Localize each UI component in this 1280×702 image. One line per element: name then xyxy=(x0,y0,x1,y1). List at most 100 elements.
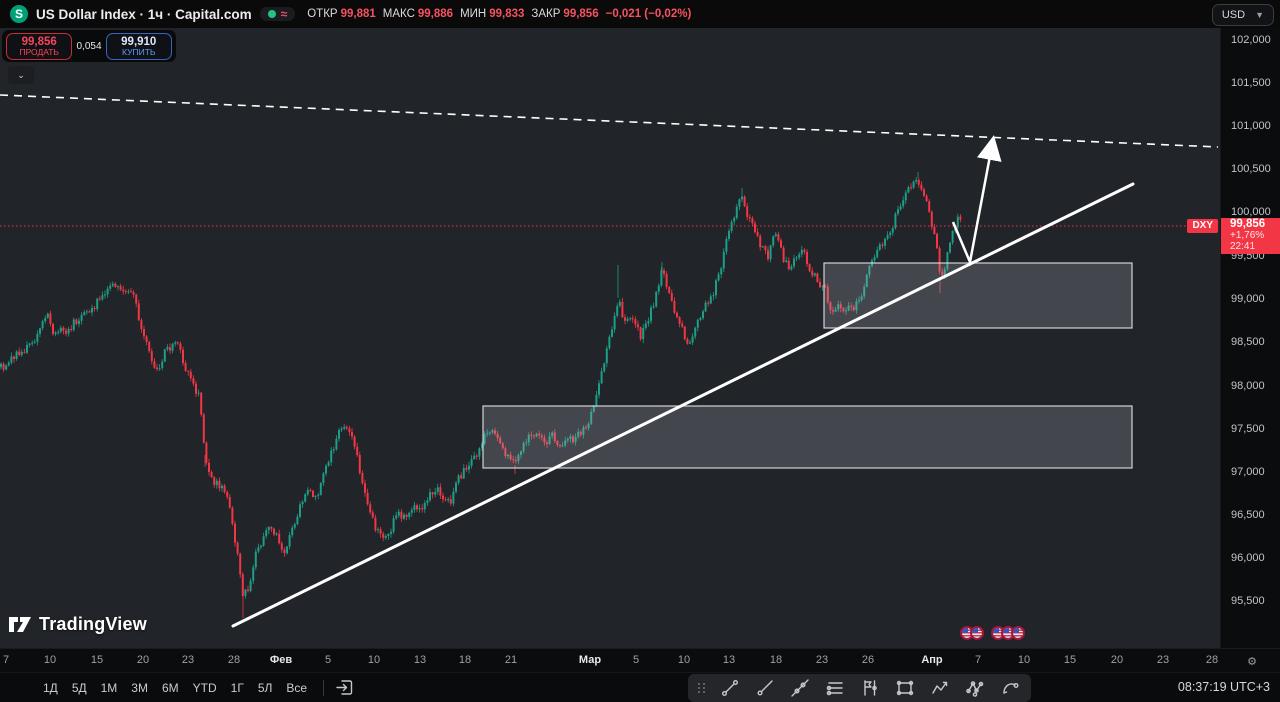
economic-event-flags[interactable] xyxy=(960,626,1025,640)
range-button-все[interactable]: Все xyxy=(286,680,308,695)
sell-button[interactable]: 99,856 ПРОДАТЬ xyxy=(6,32,73,60)
range-button-1г[interactable]: 1Г xyxy=(230,680,244,695)
sell-price: 99,856 xyxy=(21,35,57,48)
time-tick-label: 5 xyxy=(324,654,332,666)
range-buttons: 1Д 5Д 1М 3М 6М YTD 1Г 5Л Все xyxy=(36,674,314,702)
symbol-title[interactable]: US Dollar Index · 1ч · Capital.com xyxy=(36,6,252,22)
go-to-date-icon xyxy=(335,680,352,695)
open-label: ОТКР xyxy=(307,8,338,20)
chart-pane[interactable]: 99,856 ПРОДАТЬ 0,054 99,910 КУПИТЬ ⌄ Tra… xyxy=(0,28,1220,648)
horizontal-line-icon xyxy=(826,682,843,696)
zigzag-tool-button[interactable] xyxy=(929,677,951,699)
buy-label: КУПИТЬ xyxy=(122,46,156,57)
market-open-dot-icon xyxy=(267,10,276,18)
time-tick-label: 10 xyxy=(43,654,57,666)
symbol-logo[interactable]: S xyxy=(10,5,28,23)
brush-tool-button[interactable] xyxy=(999,677,1021,699)
time-tick-label: 10 xyxy=(367,654,381,666)
price-tick-label: 96,500 xyxy=(1231,509,1265,521)
flag-vertical-line-tool-button[interactable] xyxy=(859,677,881,699)
zigzag-icon xyxy=(932,681,948,694)
range-button-ytd[interactable]: YTD xyxy=(192,680,217,695)
symbol-header: S US Dollar Index · 1ч · Capital.com ≈ О… xyxy=(0,0,1280,28)
price-tick-label: 99,000 xyxy=(1231,293,1265,305)
price-tick-label: 102,000 xyxy=(1231,34,1271,46)
close-label: ЗАКР xyxy=(531,8,561,20)
extended-line-icon xyxy=(791,679,809,697)
low-label: МИН xyxy=(460,8,487,20)
time-tick-label: 7 xyxy=(974,654,982,666)
trade-panel-collapse-button[interactable]: ⌄ xyxy=(8,66,34,84)
trend-line-tool-button[interactable] xyxy=(719,677,741,699)
trend-line-icon xyxy=(722,680,738,696)
symbol-price-badge: DXY xyxy=(1187,219,1218,233)
time-tick-label: 20 xyxy=(1110,654,1124,666)
bottom-toolbar: 1Д 5Д 1М 3М 6М YTD 1Г 5Л Все xyxy=(0,672,1280,702)
us-flag-event-icon[interactable] xyxy=(1011,626,1025,640)
xabcd-pattern-icon xyxy=(966,681,984,697)
buy-price: 99,910 xyxy=(121,35,157,48)
market-status-pill[interactable]: ≈ xyxy=(259,7,296,21)
go-to-date-button[interactable] xyxy=(333,677,355,699)
tradingview-logo-icon xyxy=(9,617,31,632)
price-tick-label: 101,000 xyxy=(1231,120,1271,132)
time-tick-label: Апр xyxy=(921,654,943,666)
time-tick-label: 5 xyxy=(632,654,640,666)
price-tick-label: 97,000 xyxy=(1231,466,1265,478)
price-tick-label: 100,000 xyxy=(1231,206,1271,218)
brush-icon xyxy=(1003,682,1019,694)
horizontal-line-tool-button[interactable] xyxy=(824,677,846,699)
range-button-5д[interactable]: 5Д xyxy=(71,680,87,695)
drag-handle[interactable] xyxy=(698,683,706,693)
us-flag-event-icon[interactable] xyxy=(970,626,984,640)
time-tick-label: 15 xyxy=(90,654,104,666)
price-tick-label: 98,000 xyxy=(1231,380,1265,392)
time-tick-label: 28 xyxy=(1205,654,1219,666)
time-tick-label: 26 xyxy=(861,654,875,666)
tradingview-watermark[interactable]: TradingView xyxy=(8,613,147,636)
price-tick-label: 98,500 xyxy=(1231,336,1265,348)
trade-panel: 99,856 ПРОДАТЬ 0,054 99,910 КУПИТЬ xyxy=(2,30,176,62)
price-tick-label: 96,000 xyxy=(1231,552,1265,564)
time-tick-label: 13 xyxy=(722,654,736,666)
chevron-down-icon: ⌄ xyxy=(17,69,25,80)
time-axis[interactable]: ⚙ 7 10 15 20 23 28 Фев 5 10 13 18 21 Мар 5 10 13 18 23 26 А… xyxy=(0,648,1280,672)
ray-tool-button[interactable] xyxy=(754,677,776,699)
candlestick-chart[interactable] xyxy=(0,28,1220,648)
price-scale[interactable]: 95,500 96,000 96,500 97,000 97,500 98,000 98,5… xyxy=(1220,28,1280,648)
range-button-3м[interactable]: 3М xyxy=(131,680,148,695)
price-tick-label: 97,500 xyxy=(1231,423,1265,435)
currency-dropdown[interactable]: USD ▼ xyxy=(1211,4,1274,26)
ray-icon xyxy=(757,680,773,696)
chevron-down-icon: ▼ xyxy=(1255,10,1264,20)
time-tick-label: 28 xyxy=(227,654,241,666)
range-button-5л[interactable]: 5Л xyxy=(257,680,273,695)
range-button-1д[interactable]: 1Д xyxy=(43,680,58,695)
time-tick-label: 18 xyxy=(769,654,783,666)
time-tick-label: Фев xyxy=(269,654,293,666)
last-price-time: 22:41 xyxy=(1230,241,1256,252)
axis-settings-gear-icon[interactable]: ⚙ xyxy=(1247,655,1257,668)
xabcd-pattern-tool-button[interactable] xyxy=(964,677,986,699)
currency-label: USD xyxy=(1221,9,1246,21)
spread-value: 0,054 xyxy=(76,40,102,52)
low-value: 99,833 xyxy=(489,8,525,20)
ohlc-values: ОТКР 99,881 МАКС 99,886 МИН 99,833 ЗАКР … xyxy=(307,8,691,20)
time-tick-label: 7 xyxy=(2,654,10,666)
extended-line-tool-button[interactable] xyxy=(789,677,811,699)
rectangle-tool-button[interactable] xyxy=(894,677,916,699)
time-tick-label: Мар xyxy=(578,654,602,666)
rectangle-icon xyxy=(896,680,914,696)
price-tick-label: 100,500 xyxy=(1231,163,1271,175)
clock-timezone[interactable]: 08:37:19 UTC+3 xyxy=(1177,680,1270,694)
open-value: 99,881 xyxy=(340,8,376,20)
close-value: 99,856 xyxy=(563,8,599,20)
buy-button[interactable]: 99,910 КУПИТЬ xyxy=(105,32,172,60)
price-tick-label: 101,500 xyxy=(1231,77,1271,89)
range-button-6м[interactable]: 6М xyxy=(161,680,179,695)
price-tick-label: 95,500 xyxy=(1231,595,1265,607)
time-tick-label: 18 xyxy=(458,654,472,666)
range-button-1м[interactable]: 1М xyxy=(100,680,118,695)
last-price: 99,856 xyxy=(1230,218,1266,230)
